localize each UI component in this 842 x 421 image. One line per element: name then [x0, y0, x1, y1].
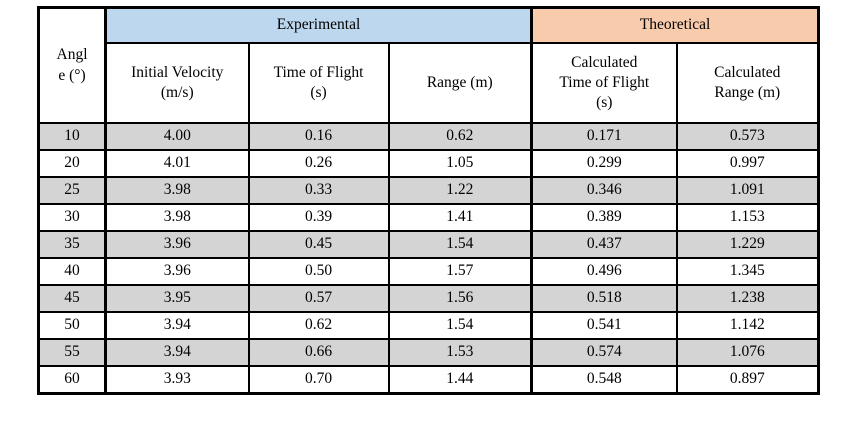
cell-time-of-flight: 0.62 — [247, 311, 390, 340]
cell-time-of-flight: 0.57 — [247, 284, 390, 313]
cell-initial-velocity: 3.94 — [104, 311, 250, 340]
table-row: 35 3.96 0.45 1.54 0.437 1.229 — [37, 230, 820, 259]
table-row: 40 3.96 0.50 1.57 0.496 1.345 — [37, 257, 820, 286]
cell-range: 1.44 — [387, 365, 534, 394]
theoretical-group-header: Theoretical — [530, 6, 820, 44]
cell-initial-velocity: 3.96 — [104, 230, 250, 259]
cell-range: 1.05 — [387, 149, 534, 178]
cell-initial-velocity: 4.01 — [104, 149, 250, 178]
cell-time-of-flight: 0.26 — [247, 149, 390, 178]
col-header-angle: Angl e (°) — [37, 6, 107, 124]
cell-calc-time-of-flight: 0.171 — [530, 122, 678, 151]
cell-angle: 30 — [37, 203, 107, 232]
cell-calc-time-of-flight: 0.574 — [530, 338, 678, 367]
cell-calc-range: 1.345 — [675, 257, 820, 286]
col-header-calc-time-of-flight: Calculated Time of Flight (s) — [530, 42, 678, 124]
cell-range: 1.54 — [387, 311, 534, 340]
cell-range: 1.54 — [387, 230, 534, 259]
cell-range: 1.41 — [387, 203, 534, 232]
table-row: 60 3.93 0.70 1.44 0.548 0.897 — [37, 365, 820, 394]
cell-initial-velocity: 3.93 — [104, 365, 250, 394]
table-body: 10 4.00 0.16 0.62 0.171 0.573 20 4.01 0.… — [37, 122, 820, 394]
col-header-time-of-flight: Time of Flight (s) — [247, 42, 390, 124]
cell-calc-time-of-flight: 0.346 — [530, 176, 678, 205]
cell-initial-velocity: 3.96 — [104, 257, 250, 286]
cell-angle: 60 — [37, 365, 107, 394]
cell-initial-velocity: 4.00 — [104, 122, 250, 151]
cell-initial-velocity: 3.98 — [104, 203, 250, 232]
cell-calc-time-of-flight: 0.541 — [530, 311, 678, 340]
cell-calc-range: 1.091 — [675, 176, 820, 205]
cell-angle: 50 — [37, 311, 107, 340]
col-header-initial-velocity: Initial Velocity (m/s) — [104, 42, 250, 124]
cell-time-of-flight: 0.16 — [247, 122, 390, 151]
cell-angle: 35 — [37, 230, 107, 259]
cell-calc-range: 1.142 — [675, 311, 820, 340]
cell-time-of-flight: 0.33 — [247, 176, 390, 205]
cell-calc-range: 0.897 — [675, 365, 820, 394]
col-header-range: Range (m) — [387, 42, 534, 124]
cell-calc-range: 0.997 — [675, 149, 820, 178]
table-row: 20 4.01 0.26 1.05 0.299 0.997 — [37, 149, 820, 178]
cell-range: 1.53 — [387, 338, 534, 367]
cell-initial-velocity: 3.95 — [104, 284, 250, 313]
group-header-row: Angl e (°) Experimental Theoretical — [37, 6, 820, 124]
cell-calc-time-of-flight: 0.496 — [530, 257, 678, 286]
cell-time-of-flight: 0.66 — [247, 338, 390, 367]
cell-angle: 25 — [37, 176, 107, 205]
cell-angle: 55 — [37, 338, 107, 367]
cell-range: 0.62 — [387, 122, 534, 151]
cell-initial-velocity: 3.98 — [104, 176, 250, 205]
cell-time-of-flight: 0.50 — [247, 257, 390, 286]
cell-angle: 40 — [37, 257, 107, 286]
table-row: 30 3.98 0.39 1.41 0.389 1.153 — [37, 203, 820, 232]
cell-range: 1.56 — [387, 284, 534, 313]
table-row: 55 3.94 0.66 1.53 0.574 1.076 — [37, 338, 820, 367]
cell-angle: 20 — [37, 149, 107, 178]
cell-calc-time-of-flight: 0.299 — [530, 149, 678, 178]
cell-time-of-flight: 0.45 — [247, 230, 390, 259]
cell-calc-time-of-flight: 0.389 — [530, 203, 678, 232]
table-row: 10 4.00 0.16 0.62 0.171 0.573 — [37, 122, 820, 151]
experimental-group-header: Experimental — [104, 6, 534, 44]
cell-calc-time-of-flight: 0.437 — [530, 230, 678, 259]
cell-time-of-flight: 0.70 — [247, 365, 390, 394]
table-row: 45 3.95 0.57 1.56 0.518 1.238 — [37, 284, 820, 313]
results-table: Angl e (°) Experimental Theoretical Init… — [37, 6, 821, 395]
cell-range: 1.57 — [387, 257, 534, 286]
col-header-calc-range: Calculated Range (m) — [675, 42, 820, 124]
cell-angle: 10 — [37, 122, 107, 151]
cell-angle: 45 — [37, 284, 107, 313]
cell-calc-range: 1.076 — [675, 338, 820, 367]
cell-calc-time-of-flight: 0.518 — [530, 284, 678, 313]
cell-range: 1.22 — [387, 176, 534, 205]
cell-calc-range: 0.573 — [675, 122, 820, 151]
cell-calc-range: 1.238 — [675, 284, 820, 313]
cell-calc-time-of-flight: 0.548 — [530, 365, 678, 394]
cell-calc-range: 1.229 — [675, 230, 820, 259]
cell-time-of-flight: 0.39 — [247, 203, 390, 232]
column-header-row: Initial Velocity (m/s) Time of Flight (s… — [39, 42, 820, 124]
table-row: 50 3.94 0.62 1.54 0.541 1.142 — [37, 311, 820, 340]
table-row: 25 3.98 0.33 1.22 0.346 1.091 — [37, 176, 820, 205]
cell-initial-velocity: 3.94 — [104, 338, 250, 367]
cell-calc-range: 1.153 — [675, 203, 820, 232]
